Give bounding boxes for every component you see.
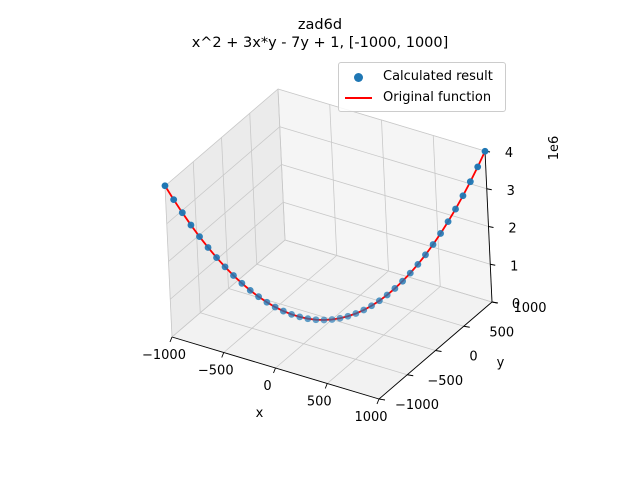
scatter-point xyxy=(246,286,254,294)
scatter-point xyxy=(230,272,237,279)
legend-item-scatter: Calculated result xyxy=(339,67,505,87)
legend-label-scatter: Calculated result xyxy=(383,69,493,84)
z-grid-line-left xyxy=(168,164,282,262)
scatter-point xyxy=(368,302,375,310)
scatter-point xyxy=(161,182,169,190)
scatter-point xyxy=(213,254,220,261)
scatter-point xyxy=(271,303,279,311)
scatter-point xyxy=(255,293,262,301)
scatter-point xyxy=(296,313,304,321)
scatter-point xyxy=(170,196,178,203)
z-tick-label: 3 xyxy=(507,184,515,199)
scatter-point xyxy=(204,244,212,251)
x-tick-mark xyxy=(324,383,328,389)
scatter-point xyxy=(263,298,271,306)
y-tick-mark xyxy=(463,325,470,328)
scatter-point xyxy=(221,263,229,271)
scatter-point xyxy=(391,285,399,292)
scatter-point xyxy=(399,277,406,285)
scatter-point xyxy=(459,192,467,200)
y-tick-mark xyxy=(378,398,386,401)
y-tick-mark xyxy=(435,350,442,352)
z-grid-line-back xyxy=(281,164,489,227)
x-tick-mark xyxy=(221,352,225,358)
x-tick-mark xyxy=(376,398,380,405)
z-tick-label: 1 xyxy=(510,259,518,274)
y-grid-line-floor xyxy=(200,312,408,376)
scatter-point xyxy=(474,163,482,171)
y-grid-line-floor xyxy=(256,263,464,327)
plot-area xyxy=(161,147,489,324)
scatter-point xyxy=(336,314,344,322)
scatter-point xyxy=(406,269,414,277)
z-grid-line-back xyxy=(284,239,493,303)
z-grid-line-left xyxy=(164,88,279,187)
z-axis-offset-label: 1e6 xyxy=(547,136,562,161)
scatter-point xyxy=(238,279,246,287)
scatter-point xyxy=(312,316,320,324)
z-grid-line-back xyxy=(279,126,487,190)
z-tick-mark xyxy=(488,226,494,228)
scatter-point xyxy=(466,178,474,186)
scatter-point xyxy=(279,307,287,315)
scatter-point xyxy=(187,221,195,229)
z-tick-mark xyxy=(490,263,496,266)
legend-item-line: Original function xyxy=(339,88,505,108)
chart-title: zad6d xyxy=(297,17,343,33)
scatter-point xyxy=(328,316,336,323)
y-axis-label: y xyxy=(497,356,505,371)
z-tick-mark xyxy=(491,301,498,304)
x-tick-mark xyxy=(169,336,173,343)
z-grid-line-back xyxy=(283,201,491,265)
x-axis-label: x xyxy=(256,406,264,421)
scatter-point xyxy=(178,209,186,217)
scatter-marker-icon xyxy=(354,73,363,82)
z-grid-line-left xyxy=(171,239,286,338)
chart-subtitle: x^2 + 3x*y - 7y + 1, [-1000, 1000] xyxy=(191,35,449,51)
y-tick-label: 0 xyxy=(469,350,477,365)
scatter-point xyxy=(452,205,459,213)
z-grid-line-back xyxy=(277,88,486,152)
x-tick-label: 0 xyxy=(263,379,271,394)
y-tick-label: −1000 xyxy=(395,398,439,413)
y-tick-label: −500 xyxy=(427,374,463,389)
scatter-point xyxy=(304,315,312,323)
legend-label-line: Original function xyxy=(383,90,492,105)
z-tick-mark xyxy=(486,188,492,191)
line-marker-icon xyxy=(345,97,372,99)
z-tick-label: 4 xyxy=(505,146,513,161)
scatter-point xyxy=(375,297,383,305)
scatter-point xyxy=(352,310,360,317)
x-tick-label: −1000 xyxy=(142,348,186,363)
scatter-point xyxy=(422,251,429,259)
x-tick-label: 500 xyxy=(307,395,332,410)
scatter-point xyxy=(320,316,328,324)
scatter-point xyxy=(429,241,437,248)
scatter-point xyxy=(437,230,444,237)
x-tick-mark xyxy=(273,367,276,374)
y-tick-label: 1000 xyxy=(513,301,546,316)
z-tick-label: 0 xyxy=(512,297,520,312)
scatter-point xyxy=(444,218,452,226)
scatter-point xyxy=(344,312,352,320)
z-grid-line-left xyxy=(169,201,284,300)
z-tick-label: 2 xyxy=(508,222,516,237)
axes-panes xyxy=(164,88,493,400)
scatter-point xyxy=(414,260,422,268)
scatter-point xyxy=(383,291,391,299)
scatter-point xyxy=(481,147,489,155)
scatter-point xyxy=(360,306,368,314)
y-tick-mark xyxy=(407,374,414,377)
x-tick-label: −500 xyxy=(198,364,234,379)
scatter-point xyxy=(288,310,295,318)
y-tick-label: 500 xyxy=(489,325,514,340)
x-tick-label: 1000 xyxy=(354,410,387,425)
legend: Calculated result Original function xyxy=(338,62,506,112)
z-grid-line-left xyxy=(166,126,281,225)
scatter-point xyxy=(196,233,203,241)
